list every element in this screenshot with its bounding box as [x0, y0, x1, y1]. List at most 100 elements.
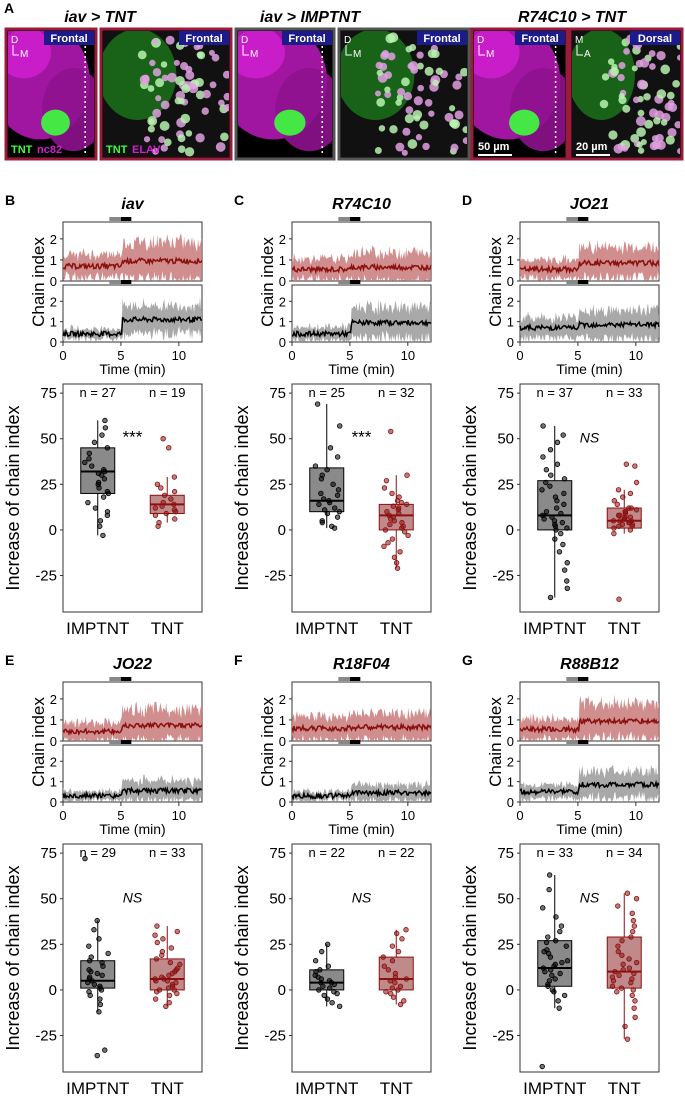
timeseries-mean-imptnt: [291, 318, 432, 339]
data-point: [630, 987, 637, 993]
data-point: [394, 565, 401, 571]
panel-letter: B: [5, 192, 15, 208]
axis-arrow: [576, 45, 583, 56]
data-point: [619, 952, 625, 958]
data-point: [393, 560, 400, 566]
cell-body: [379, 62, 388, 71]
timeseries-band-tnt: [520, 240, 659, 281]
timeseries-mean-tnt: [291, 722, 432, 734]
data-point: [564, 585, 571, 591]
scale-bar-label: 50 µm: [478, 141, 510, 153]
cell-body: [636, 127, 646, 137]
xtick-label: 10: [172, 808, 186, 823]
data-point: [91, 439, 98, 446]
stimulus-bar-gray: [109, 740, 121, 744]
xtick-label: 5: [117, 808, 124, 823]
box-ytick-label: 0: [49, 982, 57, 999]
data-point: [615, 487, 622, 493]
timeseries-xlabel: Time (min): [99, 361, 165, 377]
ytick-label: 1: [507, 315, 514, 330]
data-point: [96, 1009, 102, 1015]
data-point: [559, 959, 565, 966]
data-point: [612, 968, 618, 975]
cell-body: [161, 74, 169, 82]
n-label: n = 33: [149, 845, 186, 860]
xtick-label: 10: [401, 808, 415, 823]
cell-body: [452, 80, 462, 90]
scale-bar-label: 20 µm: [576, 141, 608, 153]
cell-body: [450, 143, 459, 152]
green-axon-bundle: [341, 31, 415, 120]
data-point: [100, 532, 106, 539]
n-label: n = 33: [536, 845, 573, 860]
data-point: [158, 485, 164, 491]
timeseries-band-imptnt: [520, 303, 659, 342]
boxplot-ylabel: Increase of chain index: [232, 865, 252, 1050]
data-point: [104, 445, 111, 451]
cell-body: [635, 59, 644, 68]
data-point: [102, 1047, 108, 1053]
data-point: [611, 525, 617, 531]
boxplot-ylabel: Increase of chain index: [3, 865, 23, 1050]
box-ytick-label: 75: [40, 385, 57, 402]
data-point: [390, 994, 397, 1000]
data-point: [552, 961, 558, 968]
cell-body: [375, 90, 382, 97]
n-label: n = 29: [79, 845, 116, 860]
data-point: [94, 1052, 100, 1059]
cell-body: [631, 65, 638, 72]
legend-marker-a: TNT: [11, 144, 33, 156]
timeseries-band-imptnt: [63, 774, 202, 802]
data-point: [389, 958, 396, 964]
cell-body: [158, 136, 166, 144]
cell-body: [404, 114, 415, 124]
box-ytick-label: 50: [497, 891, 514, 908]
data-point: [312, 463, 319, 469]
data-point: [558, 530, 564, 537]
cell-body: [656, 89, 667, 99]
boxplot-ylabel: Increase of chain index: [232, 405, 252, 590]
cell-body: [175, 75, 185, 86]
box-ytick-label: 50: [269, 891, 286, 908]
orientation-tag: Frontal: [288, 33, 325, 45]
cell-body: [395, 142, 405, 152]
box-ytick-label: -25: [35, 568, 57, 585]
ytick-label: 1: [50, 315, 57, 330]
ytick-label: 0: [507, 734, 514, 749]
stimulus-bar-gray: [109, 217, 121, 221]
boxplot-ylabel: Increase of chain index: [460, 865, 480, 1050]
xtick-label: 5: [346, 348, 353, 363]
cell-body: [402, 127, 411, 136]
data-point: [325, 963, 332, 969]
data-point: [404, 472, 410, 478]
data-point: [324, 467, 330, 473]
data-point: [95, 479, 102, 486]
data-point: [86, 967, 92, 973]
cell-body: [405, 106, 414, 115]
data-point: [86, 943, 92, 949]
significance-label: ***: [352, 427, 372, 446]
data-point: [104, 508, 111, 515]
category-label: TNT: [608, 619, 641, 638]
orientation-tag: Frontal: [50, 33, 87, 45]
axis-letter-side: M: [486, 49, 494, 60]
data-point: [174, 928, 181, 935]
data-point: [101, 476, 108, 482]
legend-marker-b: ELAV: [132, 144, 161, 156]
cell-body: [177, 145, 186, 154]
xtick-label: 5: [117, 348, 124, 363]
data-point: [554, 461, 561, 467]
stimulus-bar-black: [120, 740, 132, 744]
data-point: [388, 428, 394, 435]
cell-body: [677, 147, 680, 155]
ytick-label: 1: [279, 315, 286, 330]
stimulus-bar-black: [349, 677, 361, 681]
cell-body: [155, 78, 165, 88]
data-point: [97, 996, 103, 1002]
micrograph-2: Frontal TNT ELAV: [99, 27, 233, 161]
data-point: [397, 549, 403, 555]
data-point: [627, 514, 634, 520]
data-point: [634, 959, 640, 966]
cell-body: [389, 125, 398, 134]
data-point: [160, 499, 166, 506]
